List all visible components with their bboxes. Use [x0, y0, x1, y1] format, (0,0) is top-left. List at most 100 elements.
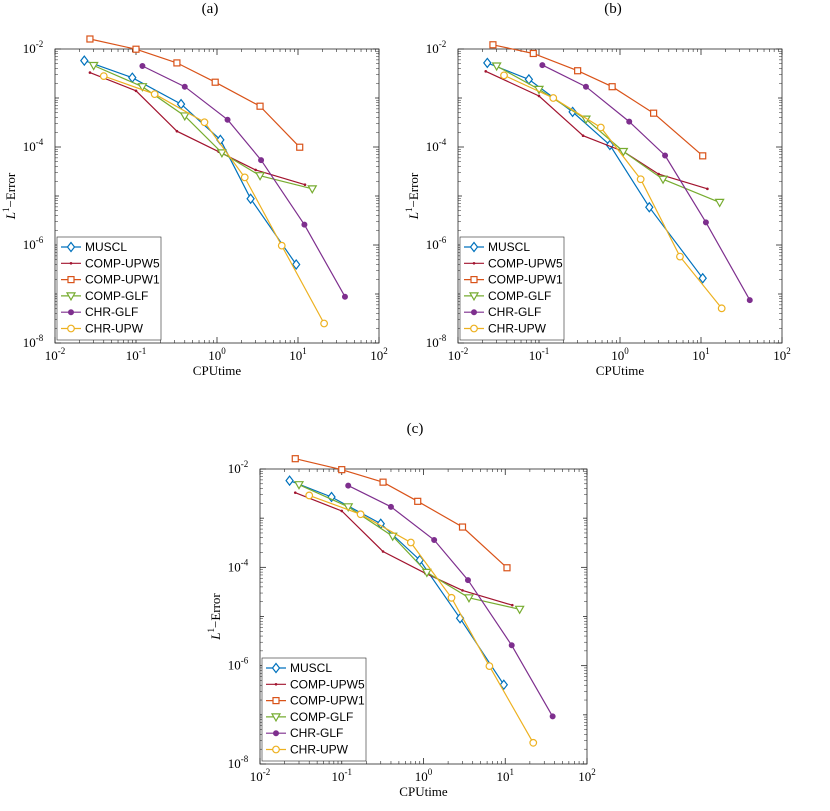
line-comp-upw5	[295, 492, 513, 606]
legend-label: COMP-UPW1	[85, 273, 160, 287]
point-chr-glf	[301, 221, 308, 228]
legend-swatch-marker	[68, 309, 74, 316]
legend-swatch-marker	[274, 683, 278, 686]
point-comp-glf	[491, 62, 502, 72]
series-chr-glf	[139, 62, 348, 300]
y-axis-label: L1−Error	[1, 172, 18, 220]
point-comp-upw5	[293, 491, 297, 494]
point-muscl	[291, 259, 301, 270]
legend-box	[261, 657, 367, 762]
series-comp-upw1	[489, 41, 707, 160]
x-tick-label: 101	[289, 346, 307, 363]
y-tick-label: 10-2	[426, 39, 447, 56]
point-chr-glf	[464, 577, 471, 584]
point-chr-upw	[717, 304, 726, 313]
x-tick-label: 10-2	[45, 346, 66, 363]
line-comp-glf	[298, 484, 520, 610]
series-comp-glf	[88, 61, 318, 195]
x-axis-label: CPUtime	[193, 363, 242, 378]
x-tick-label: 102	[773, 346, 791, 363]
legend-label: CHR-GLF	[488, 305, 541, 319]
series-chr-upw	[99, 72, 328, 328]
point-chr-upw	[485, 662, 494, 670]
point-muscl	[645, 201, 654, 213]
y-axis-label: L1−Error	[206, 593, 223, 641]
line-chr-glf	[542, 64, 751, 301]
point-comp-upw1	[379, 478, 387, 486]
point-chr-glf	[549, 713, 556, 720]
point-comp-upw1	[650, 109, 658, 117]
legend-swatch-marker	[472, 262, 476, 265]
point-comp-glf	[255, 172, 266, 181]
point-comp-upw5	[340, 509, 344, 513]
point-chr-upw	[596, 123, 605, 132]
series-chr-glf	[539, 62, 753, 304]
y-tick-label: 10-6	[228, 656, 249, 673]
line-muscl	[487, 62, 704, 279]
y-tick-label: 10-4	[23, 137, 44, 154]
y-tick-label: 10-2	[23, 39, 44, 56]
point-chr-upw	[99, 72, 108, 80]
point-comp-glf	[421, 568, 432, 578]
legend-swatch-marker	[67, 324, 75, 333]
point-muscl	[327, 491, 336, 503]
point-comp-glf	[618, 147, 629, 157]
point-comp-upw1	[86, 35, 94, 43]
legend-swatch-marker	[66, 241, 76, 253]
point-chr-glf	[431, 536, 438, 543]
legend-label: COMP-GLF	[85, 289, 148, 303]
legend-label: CHR-UPW	[85, 322, 144, 336]
point-comp-upw1	[296, 143, 304, 151]
point-chr-upw	[636, 175, 645, 184]
point-comp-glf	[387, 532, 398, 542]
point-comp-upw1	[256, 102, 264, 110]
y-tick-label: 10-6	[23, 235, 44, 252]
point-comp-upw1	[414, 497, 422, 505]
legend-label: MUSCL	[85, 240, 127, 254]
point-comp-upw5	[537, 94, 541, 98]
point-comp-upw5	[657, 172, 660, 176]
point-comp-upw5	[254, 168, 257, 172]
point-comp-upw1	[291, 455, 299, 463]
point-chr-upw	[320, 319, 328, 328]
y-tick-label: 10-8	[228, 754, 249, 771]
x-tick-label: 10-2	[448, 346, 469, 363]
y-tick-label: 10-8	[426, 333, 447, 350]
x-tick-label: 101	[497, 767, 515, 784]
point-chr-glf	[746, 297, 753, 304]
point-comp-glf	[714, 198, 725, 208]
point-chr-glf	[702, 219, 709, 226]
point-comp-glf	[88, 61, 99, 71]
y-axis-label: L1−Error	[404, 172, 421, 220]
legend-label: CHR-UPW	[488, 322, 547, 336]
point-chr-glf	[582, 83, 589, 90]
point-chr-upw	[240, 173, 249, 182]
point-comp-glf	[179, 112, 190, 122]
legend-swatch-marker	[69, 262, 73, 265]
point-comp-upw1	[211, 78, 219, 86]
chart-title: (b)	[604, 1, 622, 17]
x-tick-label: 10-2	[250, 767, 271, 784]
point-muscl	[246, 193, 255, 205]
point-comp-glf	[463, 594, 475, 604]
legend-swatch-marker	[67, 276, 75, 284]
chart-2: (c) 10-2 10-1 100 101 102 10-8 10-6 10-4 10-2 CPUt…	[206, 421, 596, 799]
point-comp-upw1	[132, 45, 140, 53]
legend-swatch-marker	[271, 662, 281, 674]
point-chr-upw	[356, 510, 365, 519]
legend-swatch-marker	[470, 324, 478, 333]
point-comp-upw1	[503, 564, 511, 572]
x-axis-label: CPUtime	[596, 363, 645, 378]
legend-label: COMP-UPW1	[290, 694, 365, 708]
point-comp-upw5	[581, 134, 585, 138]
legend-label: COMP-UPW1	[488, 273, 563, 287]
point-chr-upw	[406, 538, 415, 547]
point-comp-upw5	[511, 603, 514, 607]
legend-label: COMP-GLF	[488, 289, 551, 303]
line-chr-upw	[103, 75, 325, 324]
point-comp-upw1	[529, 49, 537, 58]
point-comp-glf	[216, 149, 227, 159]
point-comp-glf	[293, 481, 305, 490]
legend-box	[459, 236, 565, 341]
point-comp-glf	[514, 605, 525, 615]
